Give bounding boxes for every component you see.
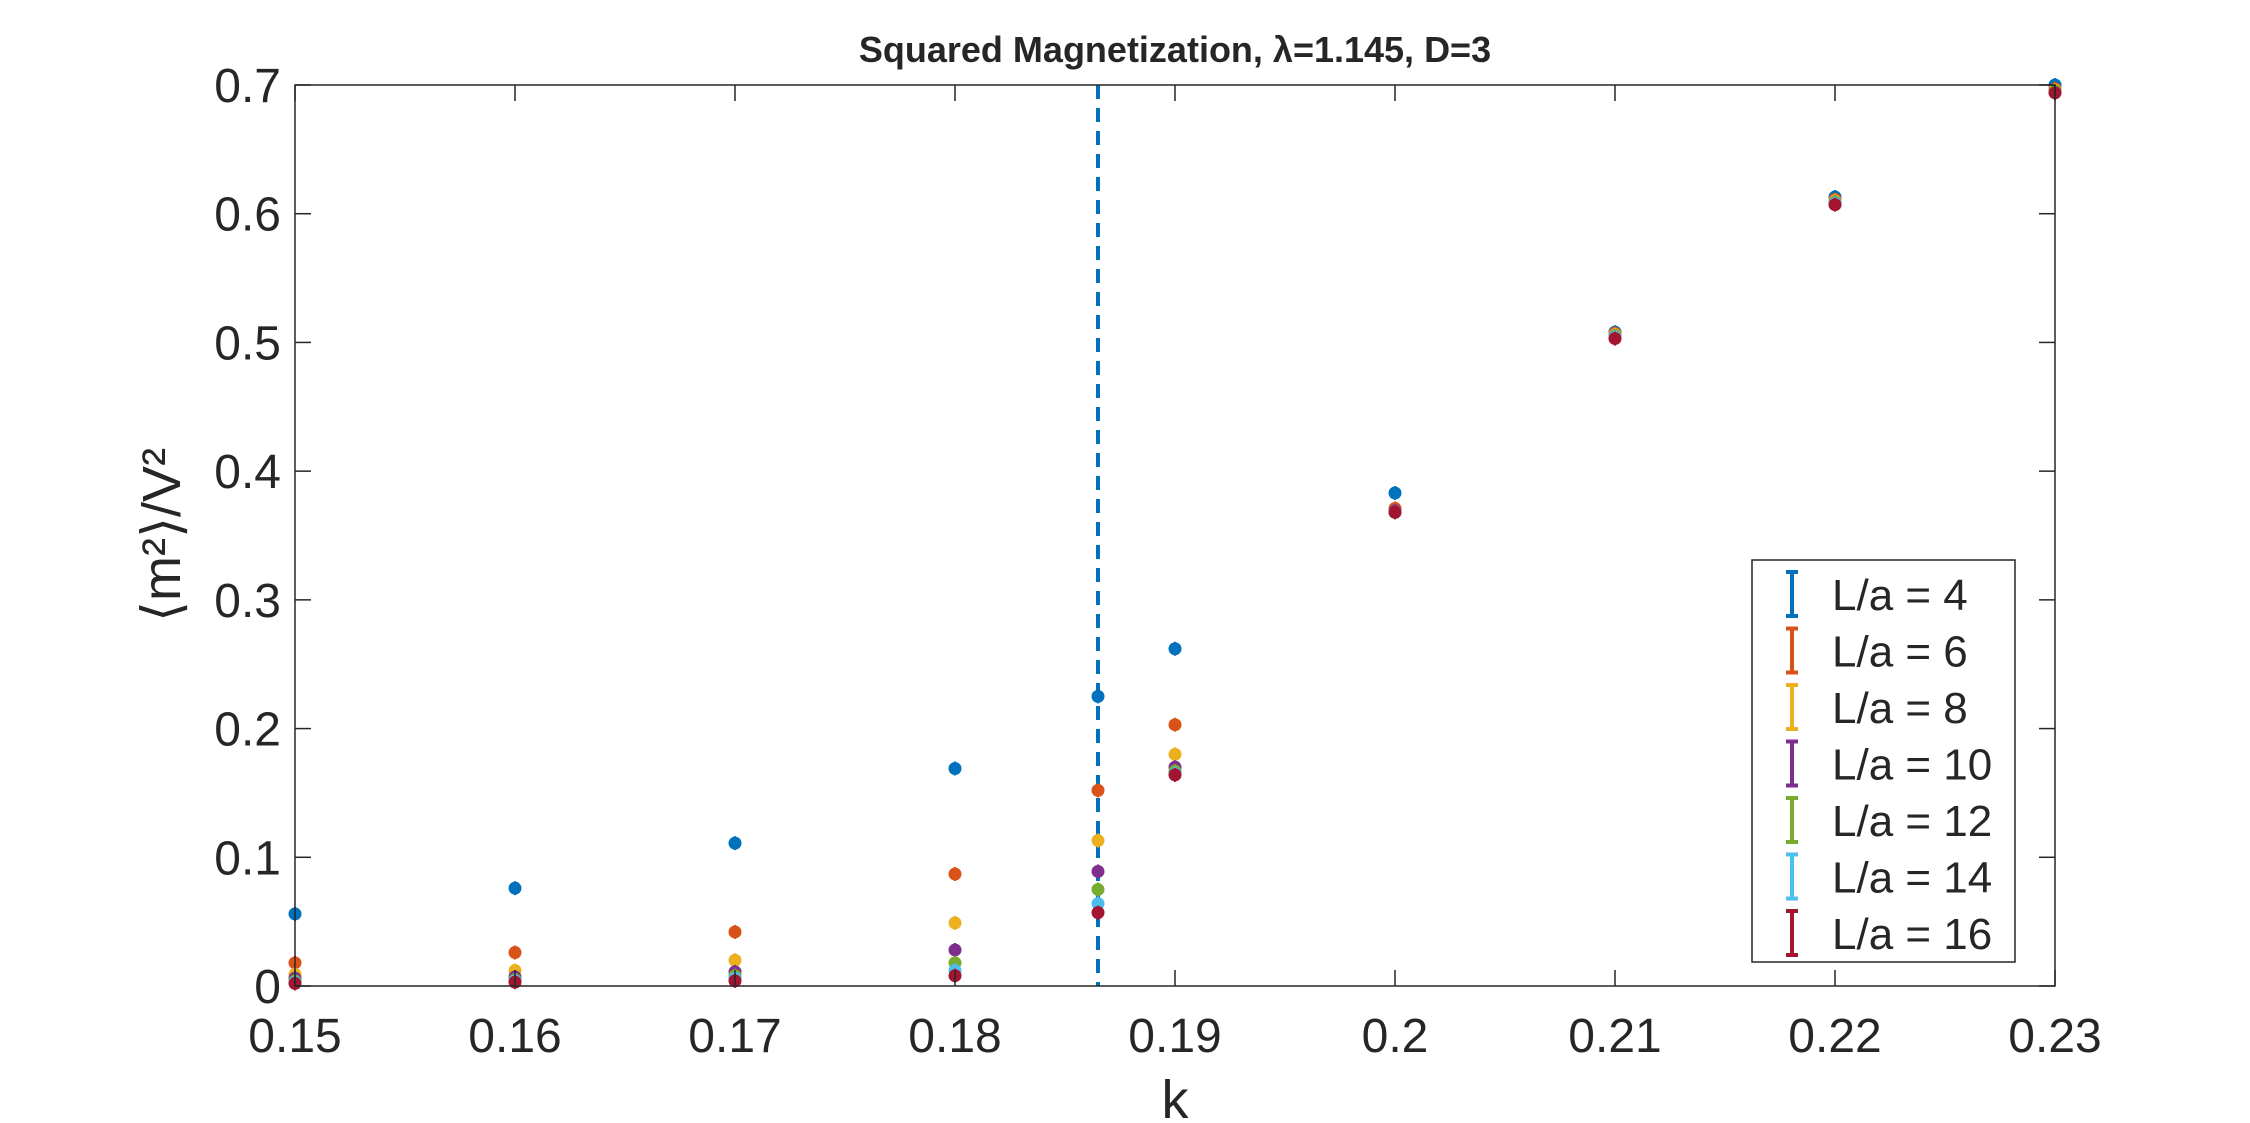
data-point-l-a-8 bbox=[948, 916, 962, 930]
y-tick-label: 0.2 bbox=[214, 704, 281, 757]
x-tick-label: 0.2 bbox=[1362, 1010, 1429, 1063]
x-tick-label: 0.18 bbox=[908, 1010, 1001, 1063]
data-point-l-a-4 bbox=[508, 881, 522, 895]
data-point-l-a-16 bbox=[1091, 906, 1105, 920]
y-tick-label: 0.5 bbox=[214, 317, 281, 370]
data-point-l-a-8 bbox=[728, 953, 742, 967]
data-point-l-a-12 bbox=[1091, 882, 1105, 896]
legend-label: L/a = 8 bbox=[1832, 684, 1968, 733]
y-tick-label: 0.3 bbox=[214, 575, 281, 628]
chart-title: Squared Magnetization, λ=1.145, D=3 bbox=[859, 29, 1491, 70]
x-tick-label: 0.22 bbox=[1788, 1010, 1881, 1063]
data-point-l-a-16 bbox=[1388, 505, 1402, 519]
y-tick-label: 0.6 bbox=[214, 189, 281, 242]
data-point-l-a-16 bbox=[1608, 332, 1622, 346]
y-tick-label: 0.7 bbox=[214, 60, 281, 113]
x-tick-label: 0.23 bbox=[2008, 1010, 2101, 1063]
data-point-l-a-14 bbox=[1091, 897, 1105, 911]
y-tick-label: 0.4 bbox=[214, 446, 281, 499]
data-point-l-a-4 bbox=[728, 836, 742, 850]
data-point-l-a-8 bbox=[1091, 834, 1105, 848]
x-tick-label: 0.21 bbox=[1568, 1010, 1661, 1063]
y-tick-label: 0 bbox=[254, 961, 281, 1014]
y-axis-label: ⟨m²⟩/V² bbox=[132, 448, 192, 622]
data-point-l-a-4 bbox=[1388, 486, 1402, 500]
data-point-l-a-16 bbox=[1828, 198, 1842, 212]
data-point-l-a-10 bbox=[1091, 864, 1105, 878]
legend-label: L/a = 12 bbox=[1832, 797, 1992, 846]
data-point-l-a-6 bbox=[948, 867, 962, 881]
y-tick-label: 0.1 bbox=[214, 832, 281, 885]
y-axis: 0 0.1 0.2 0.3 0.4 0.5 0.6 0.7 bbox=[214, 60, 2055, 1014]
data-point-l-a-6 bbox=[508, 946, 522, 960]
legend-label: L/a = 10 bbox=[1832, 741, 1992, 790]
data-point-l-a-8 bbox=[1168, 747, 1182, 761]
data-point-l-a-6 bbox=[1091, 783, 1105, 797]
data-point-l-a-6 bbox=[728, 925, 742, 939]
legend-label: L/a = 6 bbox=[1832, 628, 1968, 677]
data-point-l-a-6 bbox=[1168, 718, 1182, 732]
x-axis-label: k bbox=[1162, 1070, 1190, 1123]
legend-label: L/a = 16 bbox=[1832, 910, 1992, 959]
data-point-l-a-4 bbox=[1168, 642, 1182, 656]
x-tick-label: 0.16 bbox=[468, 1010, 561, 1063]
x-axis: 0.15 0.16 0.17 0.18 0.19 0.2 0.21 0.22 0.23 bbox=[248, 85, 2102, 1063]
x-tick-label: 0.19 bbox=[1128, 1010, 1221, 1063]
data-point-l-a-16 bbox=[1168, 768, 1182, 782]
data-point-l-a-4 bbox=[948, 761, 962, 775]
legend-label: L/a = 14 bbox=[1832, 854, 1992, 903]
data-point-l-a-4 bbox=[1091, 689, 1105, 703]
legend-label: L/a = 4 bbox=[1832, 571, 1968, 620]
x-tick-label: 0.15 bbox=[248, 1010, 341, 1063]
x-tick-label: 0.17 bbox=[688, 1010, 781, 1063]
legend: L/a = 4 L/a = 6 L/a = 8 L/a = 10 L/a = 12 L/a… bbox=[1751, 559, 2016, 963]
data-point-l-a-10 bbox=[948, 943, 962, 957]
